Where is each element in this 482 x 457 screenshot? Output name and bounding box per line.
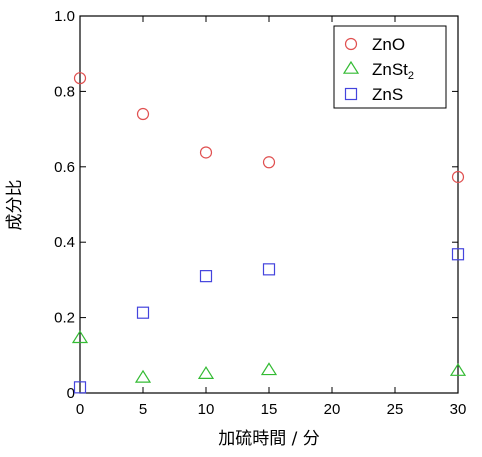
legend-label-subscript: 2 — [408, 70, 414, 82]
data-point-triangle — [449, 363, 467, 376]
y-tick-label: 0.8 — [54, 83, 75, 100]
data-points — [71, 72, 467, 394]
series-ZnO — [73, 72, 465, 184]
legend-label: ZnO — [372, 35, 405, 54]
x-tick-label: 5 — [139, 401, 147, 418]
y-tick-label: 1.0 — [54, 8, 75, 25]
data-point-square — [451, 248, 465, 261]
legend-marker-square — [344, 87, 358, 101]
legend-marker-circle — [344, 37, 358, 51]
data-point-triangle — [197, 366, 215, 379]
y-tick-label: 0.4 — [54, 234, 75, 251]
legend-box — [333, 25, 447, 109]
y-tick-label: 0 — [67, 385, 75, 402]
data-point-circle — [262, 156, 276, 169]
data-point-circle — [136, 107, 150, 121]
data-point-square — [136, 306, 150, 319]
axis-ticks — [79, 15, 459, 394]
x-tick-label: 30 — [450, 401, 467, 418]
data-point-square — [262, 263, 276, 276]
data-point-square — [199, 270, 213, 283]
data-point-circle — [451, 170, 465, 184]
data-point-triangle — [71, 330, 89, 344]
series-ZnSt2 — [71, 330, 467, 383]
data-point-circle — [199, 146, 213, 159]
series-ZnS — [73, 248, 465, 394]
data-point-triangle — [134, 369, 152, 383]
y-axis-title: 成分比 — [5, 180, 25, 231]
y-tick-label: 0.2 — [54, 310, 75, 327]
x-tick-label: 10 — [198, 401, 215, 418]
x-tick-label: 15 — [261, 401, 278, 418]
legend-marker-triangle — [342, 60, 360, 74]
legend-label: ZnS — [372, 85, 403, 104]
data-point-square — [73, 381, 87, 394]
data-point-triangle — [260, 362, 278, 376]
legend-label: ZnSt2 — [372, 60, 414, 82]
legend: ZnO ZnSt2 ZnS — [333, 25, 447, 109]
y-tick-label: 0.6 — [54, 159, 75, 176]
data-point-circle — [73, 72, 87, 85]
x-tick-label: 25 — [387, 401, 404, 418]
x-tick-label: 20 — [324, 401, 341, 418]
axis-tick-labels: 0 5 10 15 20 25 30 0 0.2 0.4 0.6 0.8 1.0 — [54, 8, 466, 418]
x-axis-title: 加硫時間 / 分 — [218, 429, 320, 449]
x-tick-label: 0 — [76, 401, 84, 418]
